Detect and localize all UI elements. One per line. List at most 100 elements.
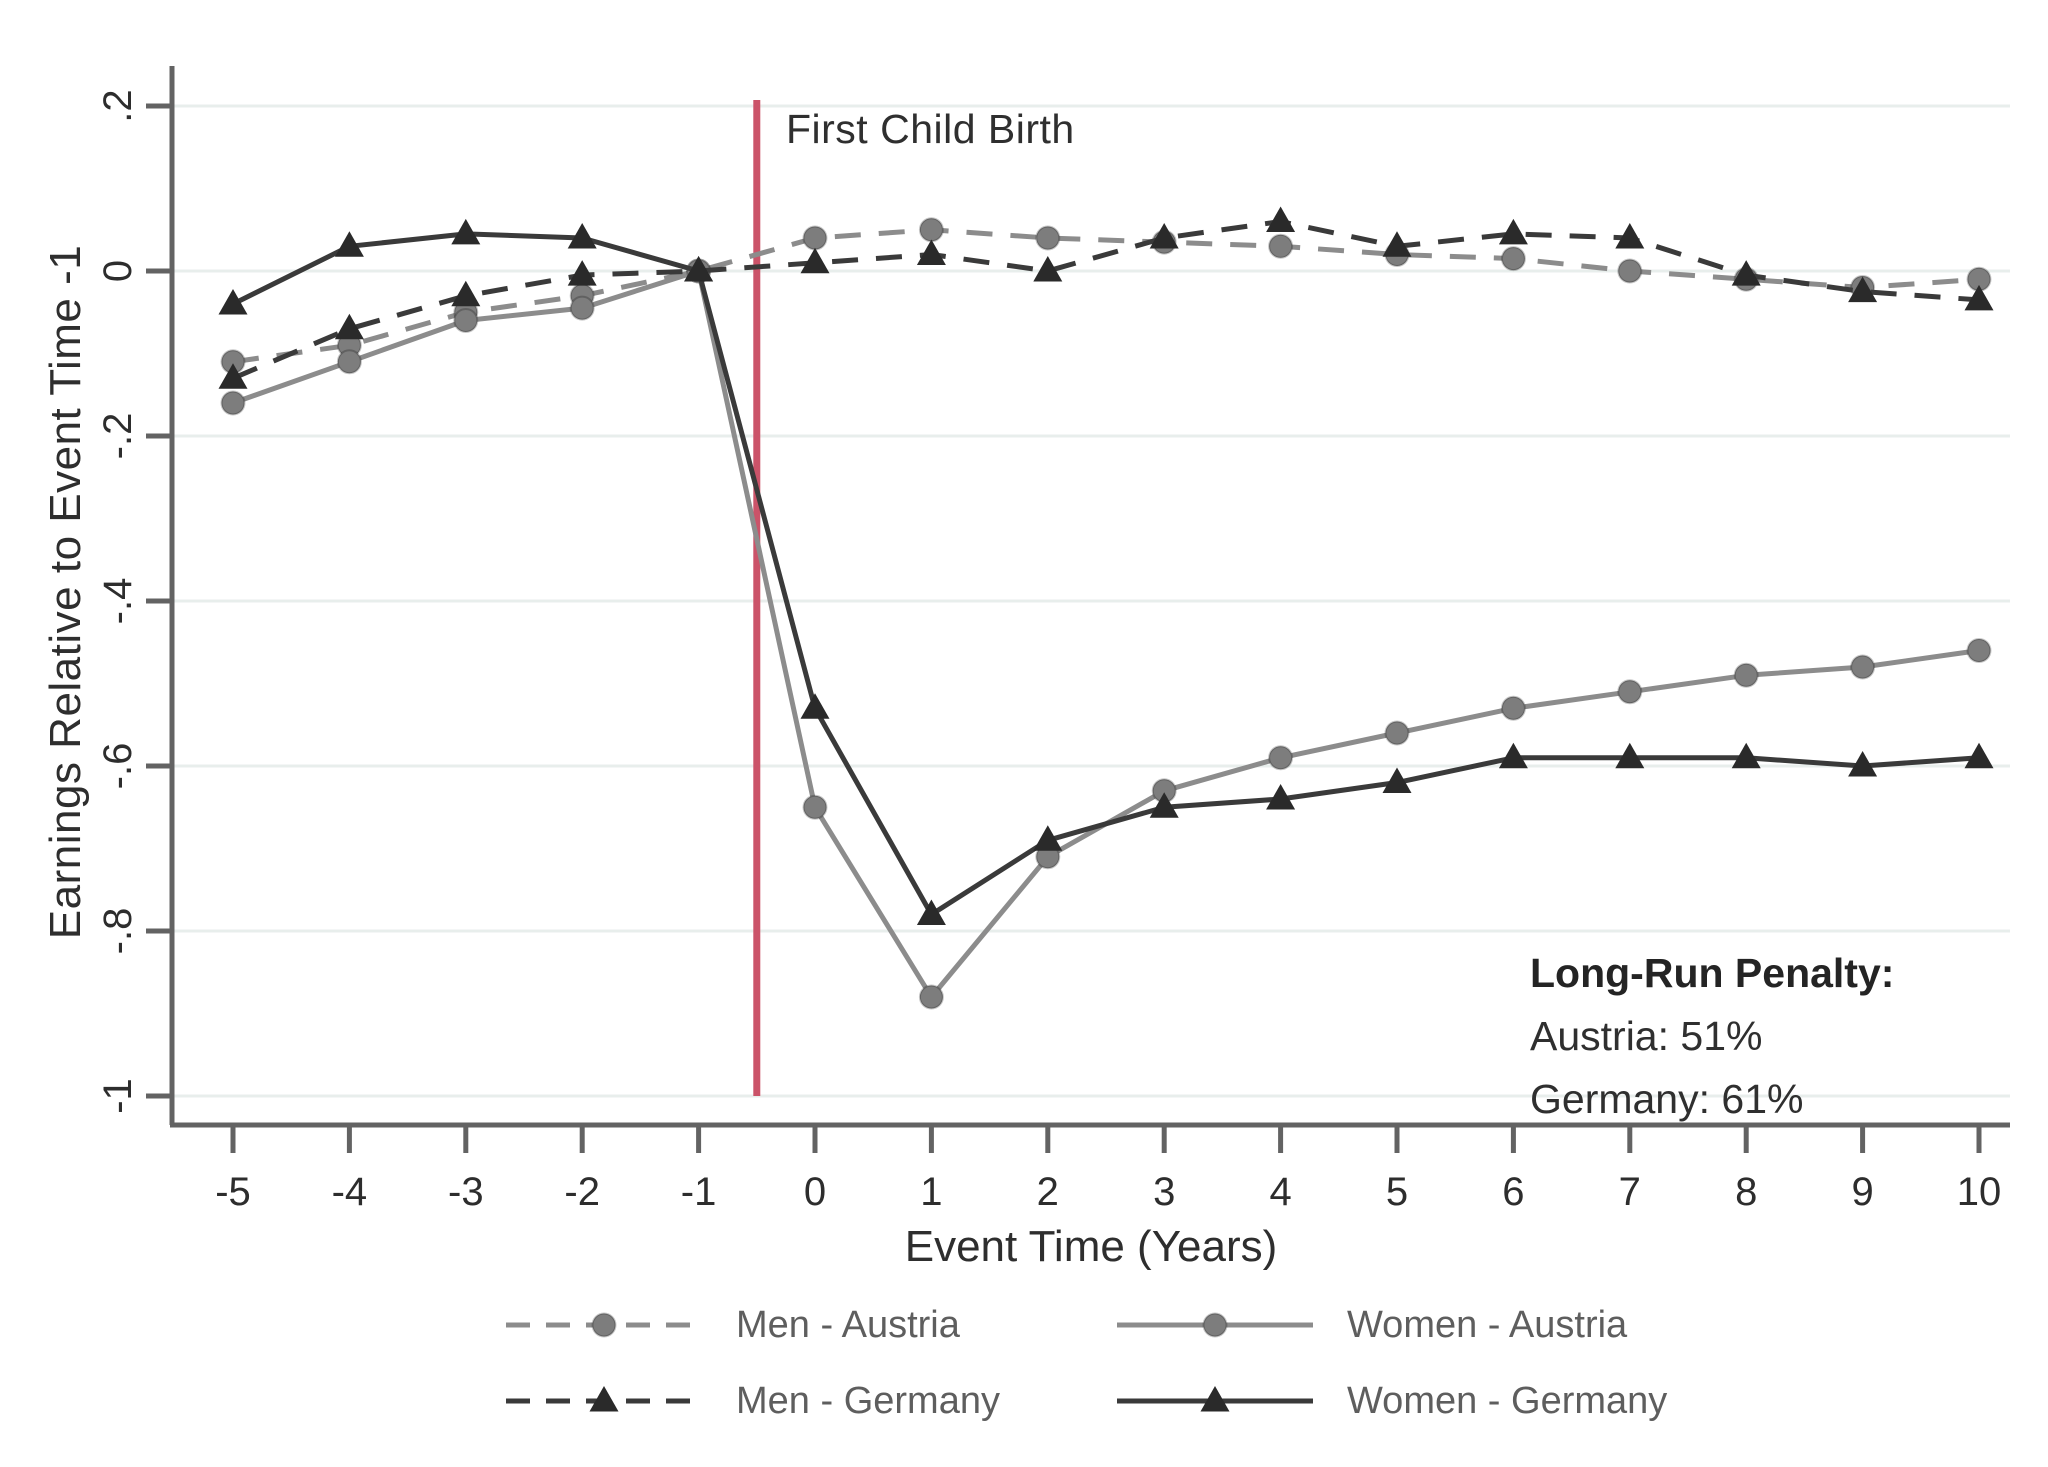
x-tick-label: 2 bbox=[1037, 1170, 1059, 1214]
legend-label-women-austria: Women - Austria bbox=[1347, 1303, 1628, 1346]
women-austria-line bbox=[232, 268, 1980, 1000]
x-tick-label: 7 bbox=[1619, 1170, 1641, 1214]
women-germany-marker bbox=[1266, 784, 1296, 810]
men-germany-marker bbox=[567, 260, 597, 286]
event-line-label: First Child Birth bbox=[786, 106, 1075, 152]
women-austria-marker bbox=[1733, 662, 1759, 688]
women-austria-marker bbox=[1617, 679, 1643, 705]
women-germany-marker bbox=[800, 693, 830, 719]
men-germany-marker bbox=[334, 313, 364, 340]
legend-item-women-austria: Women - Austria bbox=[1115, 1302, 1627, 1348]
x-tick-label: -5 bbox=[215, 1170, 251, 1214]
women-germany-marker bbox=[451, 218, 481, 245]
women-germany-marker bbox=[1731, 742, 1761, 769]
men-germany-marker bbox=[1382, 231, 1412, 257]
x-tick-label: 10 bbox=[1957, 1170, 2002, 1214]
men-germany-line bbox=[232, 219, 1980, 381]
men-austria-line bbox=[232, 227, 1980, 365]
x-tick-label: 5 bbox=[1386, 1170, 1408, 1214]
men-austria-marker bbox=[591, 1312, 617, 1338]
men-germany-marker bbox=[1848, 276, 1878, 303]
men-germany-marker bbox=[589, 1386, 619, 1412]
long-run-penalty-annotation: Long-Run Penalty: Austria: 51% Germany: … bbox=[1530, 942, 1894, 1131]
men-germany-marker bbox=[1266, 206, 1296, 232]
x-tick-label: 4 bbox=[1269, 1170, 1291, 1214]
y-tick-label: -.6 bbox=[96, 743, 140, 790]
legend-label-men-germany: Men - Germany bbox=[736, 1379, 1000, 1422]
legend-item-men-austria: Men - Austria bbox=[504, 1302, 960, 1348]
women-germany-marker bbox=[1033, 825, 1063, 851]
legend-label-women-germany: Women - Germany bbox=[1347, 1379, 1668, 1422]
men-germany-marker bbox=[1033, 256, 1063, 282]
women-austria-marker bbox=[453, 308, 479, 333]
men-austria-marker bbox=[1617, 258, 1643, 284]
men-austria-marker bbox=[1500, 246, 1526, 272]
women-austria-marker bbox=[220, 390, 246, 416]
women-germany-series bbox=[218, 218, 1994, 925]
men-austria-marker bbox=[802, 225, 828, 251]
men-germany-marker bbox=[916, 239, 946, 265]
x-tick-label: -3 bbox=[448, 1170, 484, 1214]
women-germany-marker bbox=[567, 223, 597, 249]
x-tick-label: 8 bbox=[1735, 1170, 1757, 1214]
y-tick-label: -.2 bbox=[96, 413, 140, 460]
women-germany-marker bbox=[1149, 792, 1179, 818]
annotation-austria-value: Austria: 51% bbox=[1530, 1013, 1763, 1059]
women-germany-marker bbox=[218, 289, 248, 315]
women-austria-marker bbox=[918, 984, 944, 1010]
legend-item-men-germany: Men - Germany bbox=[504, 1378, 1000, 1424]
women-austria-swatch-graphic bbox=[1117, 1312, 1313, 1338]
women-austria-marker bbox=[802, 794, 828, 820]
men-germany-marker bbox=[1615, 223, 1645, 249]
x-tick-label: 3 bbox=[1153, 1170, 1175, 1214]
x-tick-label: -1 bbox=[681, 1170, 717, 1214]
women-austria-marker bbox=[1500, 695, 1526, 721]
women-germany-swatch-graphic bbox=[1117, 1386, 1313, 1412]
men-germany-marker bbox=[800, 247, 830, 274]
women-austria-marker bbox=[336, 349, 362, 375]
men-germany-marker bbox=[451, 280, 481, 307]
men-austria-marker bbox=[1035, 225, 1061, 251]
y-tick-label: -.8 bbox=[96, 908, 140, 955]
women-germany-marker bbox=[334, 231, 364, 257]
y-tick-label: -.4 bbox=[96, 578, 140, 625]
women-austria-marker bbox=[1384, 720, 1410, 746]
x-tick-label: 0 bbox=[804, 1170, 826, 1214]
annotation-title: Long-Run Penalty: bbox=[1530, 950, 1895, 996]
y-tick-label: -1 bbox=[96, 1078, 140, 1114]
men-germany-marker bbox=[1964, 284, 1994, 311]
y-tick-label: .2 bbox=[96, 89, 140, 122]
men-germany-marker bbox=[1498, 218, 1528, 245]
men-austria-marker bbox=[1268, 233, 1294, 259]
women-germany-solid-triangle-swatch-icon bbox=[1115, 1378, 1315, 1424]
women-germany-marker bbox=[1848, 751, 1878, 777]
women-germany-marker bbox=[684, 256, 714, 282]
x-tick-label: -2 bbox=[564, 1170, 600, 1214]
x-tick-label: 9 bbox=[1851, 1170, 1873, 1214]
women-germany-line bbox=[231, 231, 1980, 917]
women-austria-series bbox=[220, 258, 1992, 1010]
x-tick-label: -4 bbox=[332, 1170, 368, 1214]
y-axis-title: Earnings Relative to Event Time -1 bbox=[41, 244, 90, 940]
men-austria-marker bbox=[918, 217, 944, 243]
men-austria-dashed-circle-swatch-icon bbox=[504, 1302, 704, 1348]
men-germany-marker bbox=[1731, 260, 1761, 286]
women-austria-marker bbox=[569, 295, 595, 321]
women-austria-marker bbox=[1268, 745, 1294, 771]
women-germany-marker bbox=[1964, 742, 1994, 769]
women-austria-marker bbox=[1202, 1312, 1228, 1338]
men-germany-swatch-graphic bbox=[506, 1386, 702, 1412]
women-austria-marker bbox=[1850, 654, 1876, 680]
annotation-germany-value: Germany: 61% bbox=[1530, 1076, 1804, 1122]
women-germany-marker bbox=[1615, 742, 1645, 769]
legend-label-men-austria: Men - Austria bbox=[736, 1303, 960, 1346]
legend-item-women-germany: Women - Germany bbox=[1115, 1378, 1667, 1424]
x-tick-label: 6 bbox=[1502, 1170, 1524, 1214]
women-germany-marker bbox=[1200, 1386, 1230, 1412]
women-austria-marker bbox=[1966, 638, 1992, 663]
women-germany-marker bbox=[1498, 742, 1528, 769]
women-germany-marker bbox=[916, 899, 946, 925]
x-axis-title: Event Time (Years) bbox=[904, 1222, 1278, 1271]
men-austria-series bbox=[220, 217, 1992, 375]
